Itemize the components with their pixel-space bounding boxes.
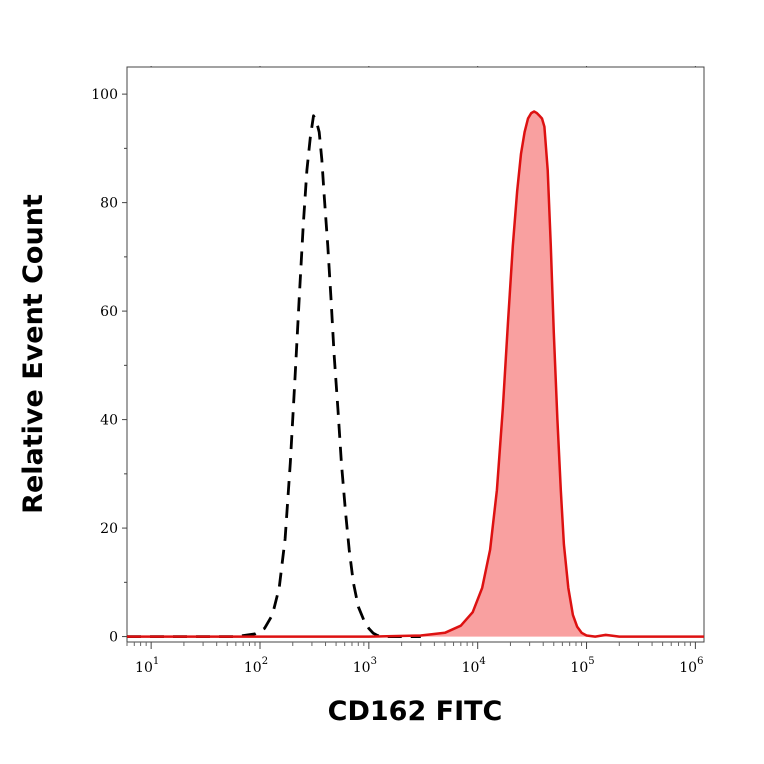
stained-histogram-fill (127, 111, 704, 637)
x-tick-label: 105 (570, 656, 594, 676)
x-tick-label: 101 (135, 656, 159, 676)
y-tick-label: 40 (100, 413, 118, 429)
plot-frame (126, 66, 705, 643)
minor-ticks (126, 642, 691, 646)
y-tick-label: 80 (100, 196, 118, 212)
x-tick-label: 106 (679, 656, 703, 676)
y-tick-label: 60 (100, 304, 118, 320)
x-tick-label: 103 (353, 656, 377, 676)
x-tick-label: 102 (244, 656, 268, 676)
x-tick-label: 104 (462, 656, 486, 676)
y-axis-ticks: 0 20 40 60 80 100 (91, 87, 127, 646)
y-axis-title: Relative Event Count (18, 194, 49, 514)
series-layer (127, 110, 704, 638)
y-tick-label: 100 (91, 87, 118, 103)
y-tick-label: 20 (100, 521, 118, 537)
control-histogram-line (127, 114, 421, 638)
x-axis-ticks: 101 102 103 104 105 106 (135, 66, 703, 676)
x-axis-title: CD162 FITC (328, 696, 503, 727)
y-tick-label: 0 (109, 630, 118, 646)
stained-histogram-line (127, 110, 704, 638)
